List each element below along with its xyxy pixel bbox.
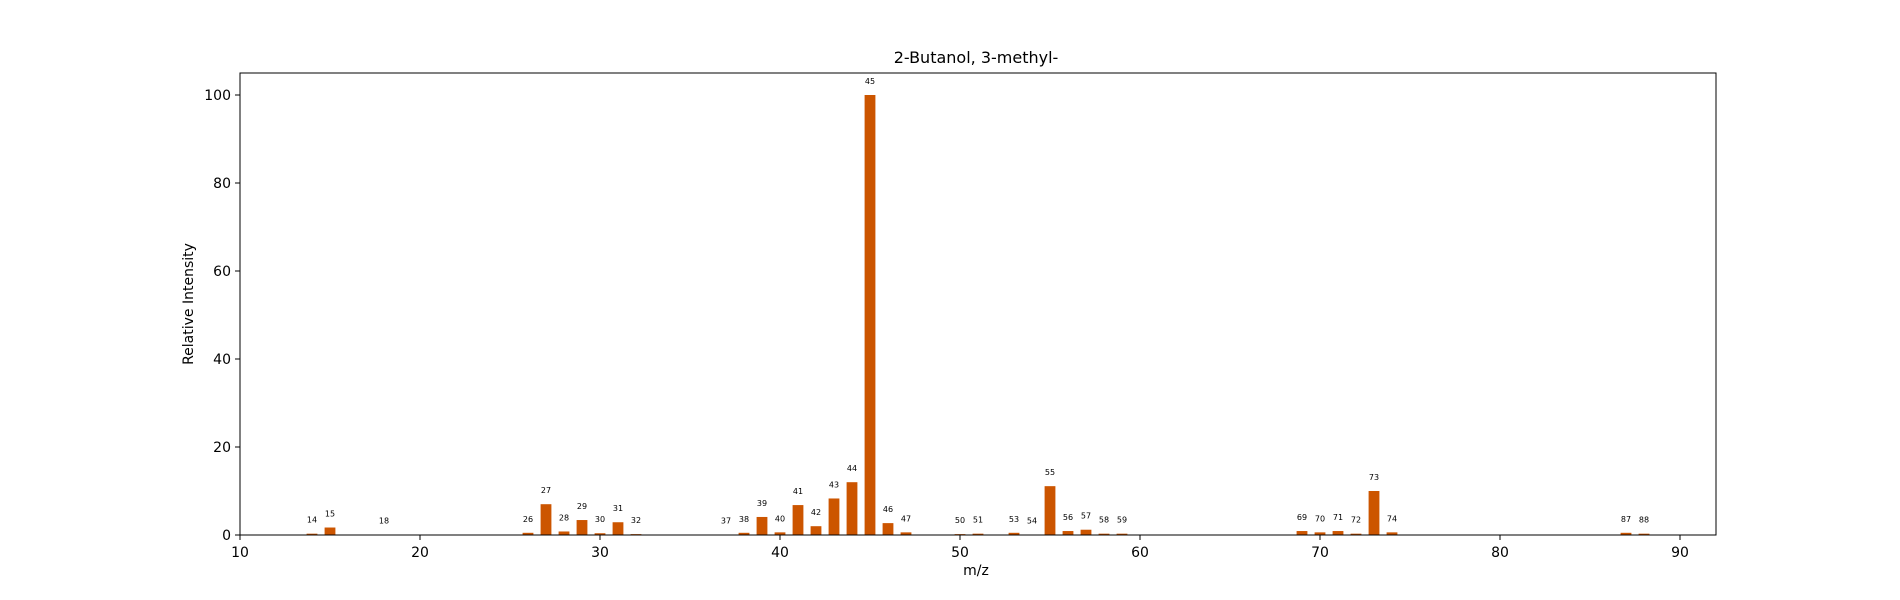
- bar-mz-15: [324, 527, 336, 535]
- bar-mz-55: [1044, 486, 1056, 535]
- bar-mz-71: [1332, 531, 1344, 535]
- bar-mz-41: [792, 505, 804, 535]
- data-label-mz-46: 46: [883, 505, 893, 514]
- data-label-mz-37: 37: [721, 517, 731, 526]
- data-label-mz-73: 73: [1369, 473, 1379, 482]
- bar-mz-14: [306, 533, 318, 535]
- x-tick-label-60: 60: [1131, 545, 1149, 561]
- bar-mz-51: [972, 533, 984, 535]
- data-label-mz-59: 59: [1117, 516, 1127, 525]
- x-tick-label-80: 80: [1491, 545, 1509, 561]
- x-tick-label-90: 90: [1671, 545, 1689, 561]
- x-tick-label-10: 10: [231, 545, 249, 561]
- bar-mz-70: [1314, 532, 1326, 535]
- data-label-mz-87: 87: [1621, 515, 1631, 524]
- data-label-mz-44: 44: [847, 464, 857, 473]
- data-label-mz-72: 72: [1351, 516, 1361, 525]
- bar-mz-38: [738, 532, 750, 535]
- y-tick-label-100: 100: [204, 88, 231, 104]
- bar-mz-43: [828, 498, 840, 535]
- data-label-mz-32: 32: [631, 516, 641, 525]
- y-tick-label-20: 20: [213, 440, 231, 456]
- bar-mz-30: [594, 533, 606, 535]
- data-label-mz-69: 69: [1297, 513, 1307, 522]
- bar-mz-59: [1116, 533, 1128, 535]
- x-tick-label-50: 50: [951, 545, 969, 561]
- bar-mz-27: [540, 504, 552, 535]
- data-label-mz-40: 40: [775, 514, 785, 523]
- data-label-mz-38: 38: [739, 515, 749, 524]
- y-tick-label-80: 80: [213, 176, 231, 192]
- chart-title: 2-Butanol, 3-methyl-: [894, 48, 1059, 67]
- data-labels-layer: 14 15 18 26 27 28 29 30 31 32 37 38 39 40 41 42 43 44 45 46…: [307, 77, 1649, 526]
- bar-mz-53: [1008, 532, 1020, 535]
- bar-mz-74: [1386, 532, 1398, 535]
- x-tick-label-20: 20: [411, 545, 429, 561]
- data-label-mz-18: 18: [379, 517, 389, 526]
- data-label-mz-57: 57: [1081, 512, 1091, 521]
- bar-mz-39: [756, 516, 768, 535]
- bar-mz-72: [1350, 533, 1362, 535]
- plot-frame: [239, 72, 1717, 536]
- bar-mz-40: [774, 532, 786, 535]
- bar-mz-26: [522, 532, 534, 535]
- data-label-mz-14: 14: [307, 516, 317, 525]
- y-tick-label-40: 40: [213, 352, 231, 368]
- bar-mz-29: [576, 520, 588, 535]
- data-label-mz-15: 15: [325, 510, 335, 519]
- data-label-mz-70: 70: [1315, 514, 1325, 523]
- data-label-mz-43: 43: [829, 480, 839, 489]
- y-axis-ticks: 0 20 40 60 80 100: [204, 88, 240, 544]
- y-axis-label: Relative Intensity: [181, 243, 197, 365]
- data-label-mz-26: 26: [523, 515, 533, 524]
- bar-mz-69: [1296, 531, 1308, 535]
- x-axis-label: m/z: [963, 563, 989, 579]
- data-label-mz-31: 31: [613, 504, 623, 513]
- bar-mz-56: [1062, 531, 1074, 535]
- data-label-mz-50: 50: [955, 516, 965, 525]
- data-label-mz-53: 53: [1009, 515, 1019, 524]
- y-tick-label-60: 60: [213, 264, 231, 280]
- data-label-mz-45: 45: [865, 77, 875, 86]
- bar-mz-88: [1638, 533, 1650, 535]
- x-tick-label-30: 30: [591, 545, 609, 561]
- x-tick-label-70: 70: [1311, 545, 1329, 561]
- x-tick-label-40: 40: [771, 545, 789, 561]
- data-label-mz-56: 56: [1063, 513, 1073, 522]
- bar-mz-45: [864, 95, 876, 535]
- x-axis-ticks: 10 20 30 40 50 60 70 80 90: [231, 535, 1689, 561]
- bars-layer: [306, 95, 1650, 535]
- bar-mz-57: [1080, 529, 1092, 535]
- data-label-mz-47: 47: [901, 514, 911, 523]
- data-label-mz-54: 54: [1027, 517, 1037, 526]
- bar-mz-47: [900, 532, 912, 535]
- data-label-mz-29: 29: [577, 502, 587, 511]
- data-label-mz-30: 30: [595, 515, 605, 524]
- bar-mz-87: [1620, 532, 1632, 535]
- data-label-mz-55: 55: [1045, 468, 1055, 477]
- data-label-mz-71: 71: [1333, 513, 1343, 522]
- data-label-mz-28: 28: [559, 513, 569, 522]
- data-label-mz-88: 88: [1639, 516, 1649, 525]
- bar-mz-58: [1098, 533, 1110, 535]
- bar-mz-31: [612, 522, 624, 535]
- data-label-mz-58: 58: [1099, 516, 1109, 525]
- bar-mz-28: [558, 531, 570, 535]
- bar-mz-46: [882, 523, 894, 535]
- bar-mz-44: [846, 482, 858, 535]
- data-label-mz-27: 27: [541, 486, 551, 495]
- bar-mz-73: [1368, 491, 1380, 535]
- data-label-mz-51: 51: [973, 516, 983, 525]
- data-label-mz-42: 42: [811, 508, 821, 517]
- data-label-mz-41: 41: [793, 487, 803, 496]
- data-label-mz-39: 39: [757, 499, 767, 508]
- y-tick-label-0: 0: [222, 528, 231, 544]
- bar-mz-42: [810, 526, 822, 535]
- data-label-mz-74: 74: [1387, 514, 1397, 523]
